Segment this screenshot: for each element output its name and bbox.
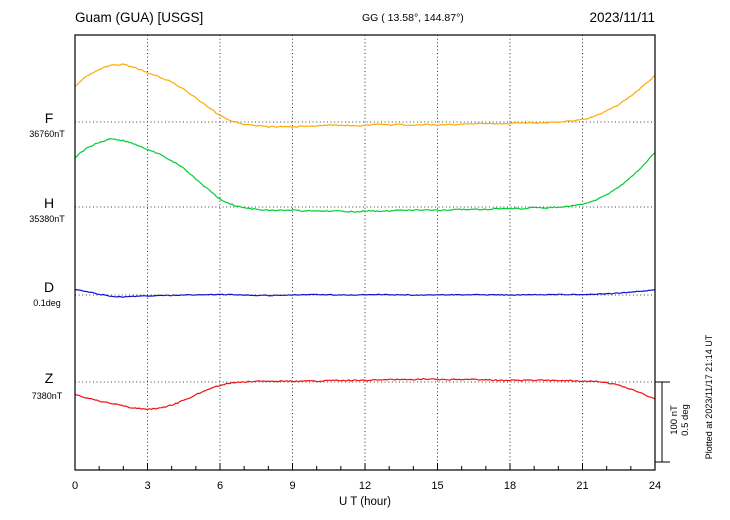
plotted-at-note: Plotted at 2023/11/17 21:14 UT bbox=[704, 334, 714, 459]
trace-lines bbox=[74, 63, 656, 410]
series-F-label: F bbox=[45, 110, 54, 126]
gridlines bbox=[75, 35, 655, 470]
series-H-label: H bbox=[44, 195, 54, 211]
series-Z-baseline-label: 7380nT bbox=[32, 391, 63, 401]
x-axis-tick-labels: 0 3 6 9 12 15 18 21 24 bbox=[72, 480, 661, 492]
trace-D bbox=[74, 288, 656, 298]
series-H-baseline-label: 35380nT bbox=[29, 214, 65, 224]
series-D-baseline-label: 0.1deg bbox=[33, 298, 61, 308]
svg-text:0: 0 bbox=[72, 480, 78, 492]
scale-bar: 100 nT 0.5 deg bbox=[655, 381, 691, 463]
svg-text:6: 6 bbox=[217, 480, 223, 492]
svg-text:9: 9 bbox=[289, 480, 295, 492]
svg-text:24: 24 bbox=[649, 480, 661, 492]
svg-text:15: 15 bbox=[431, 480, 443, 492]
series-D-label: D bbox=[44, 279, 54, 295]
scale-bar-deg-label: 0.5 deg bbox=[680, 404, 691, 436]
scale-bar-nT-label: 100 nT bbox=[669, 405, 680, 435]
observatory-coords: GG ( 13.58°, 144.87°) bbox=[362, 12, 464, 24]
station-title: Guam (GUA) [USGS] bbox=[75, 10, 203, 25]
svg-text:18: 18 bbox=[504, 480, 516, 492]
trace-F bbox=[74, 63, 656, 129]
svg-text:21: 21 bbox=[576, 480, 588, 492]
trace-Z bbox=[74, 377, 656, 410]
x-axis-title: U T (hour) bbox=[339, 496, 391, 508]
x-axis-ticks bbox=[74, 463, 656, 470]
series-Z-label: Z bbox=[45, 370, 54, 386]
date-label: 2023/11/11 bbox=[589, 10, 655, 25]
svg-text:3: 3 bbox=[144, 480, 150, 492]
svg-text:12: 12 bbox=[359, 480, 371, 492]
series-F-baseline-label: 36760nT bbox=[29, 129, 65, 139]
trace-H bbox=[74, 138, 656, 213]
